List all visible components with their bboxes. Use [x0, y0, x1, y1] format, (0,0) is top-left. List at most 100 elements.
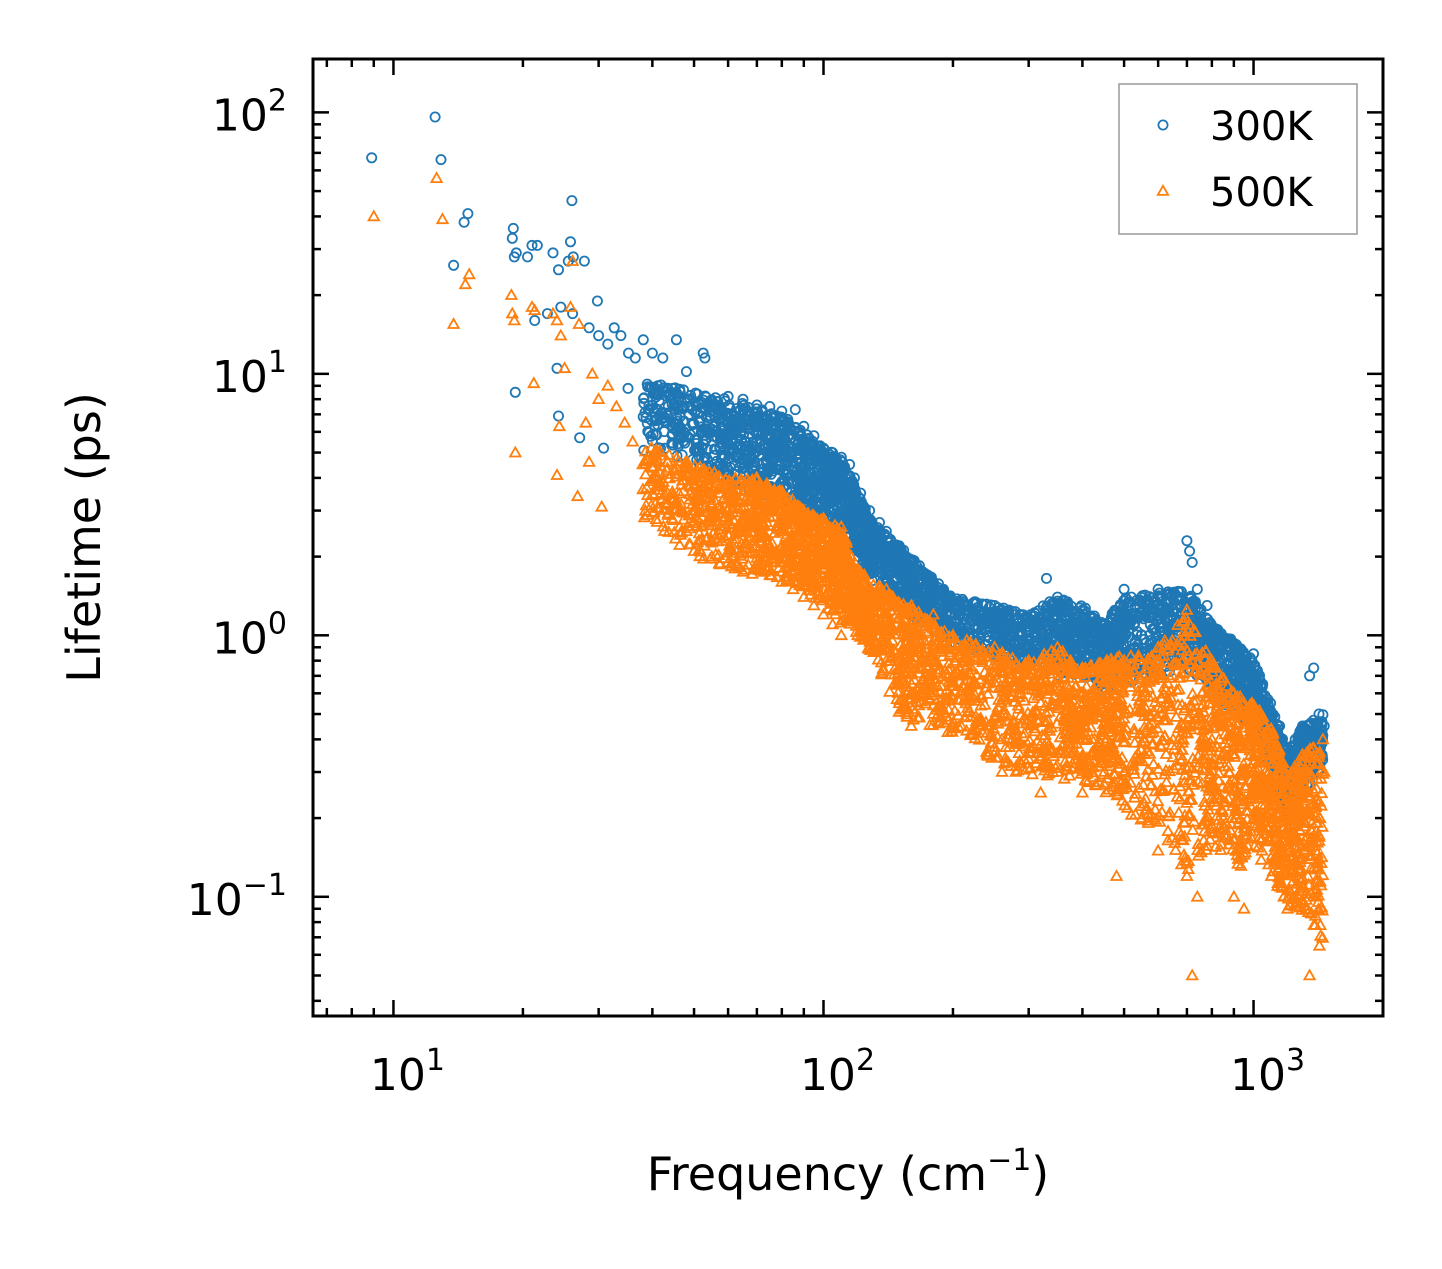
data-point [553, 264, 565, 276]
data-point [1041, 572, 1053, 584]
data-point [462, 208, 474, 220]
data-point [652, 387, 664, 399]
data-point [522, 251, 534, 263]
data-point [662, 400, 674, 412]
data-point [744, 407, 756, 419]
data-point [677, 401, 689, 413]
data-point [688, 425, 700, 437]
data-point [694, 415, 706, 427]
data-point [694, 445, 706, 457]
data-point [762, 429, 774, 441]
data-point [652, 403, 664, 415]
data-point [676, 432, 688, 444]
data-point [787, 456, 799, 468]
data-point [677, 415, 689, 427]
data-point [553, 410, 565, 422]
data-point [629, 352, 641, 364]
data-point [637, 334, 649, 346]
data-point [622, 382, 634, 394]
data-point [710, 425, 722, 437]
data-point [646, 347, 658, 359]
data-point [583, 322, 595, 334]
data-point [639, 406, 651, 418]
data-point [593, 330, 605, 342]
data-point [506, 232, 518, 244]
data-point [779, 433, 791, 445]
data-point [672, 401, 684, 413]
data-point [699, 435, 711, 447]
data-point [664, 386, 676, 398]
data-point [578, 255, 590, 267]
data-point [1191, 583, 1203, 595]
plot-frame [311, 57, 1385, 1018]
data-point [547, 247, 559, 259]
data-point [366, 152, 378, 164]
data-point [608, 322, 620, 334]
data-point [602, 338, 614, 350]
data-point [661, 416, 673, 428]
data-point [733, 420, 745, 432]
data-point [657, 352, 669, 364]
data-point [760, 457, 772, 469]
data-point [647, 428, 659, 440]
data-point [429, 111, 441, 123]
data-point [766, 408, 778, 420]
data-point [598, 442, 610, 454]
data-point [670, 334, 682, 346]
data-point [723, 464, 735, 476]
data-point [724, 402, 736, 414]
data-point [1186, 556, 1198, 568]
data-point [789, 404, 801, 416]
data-point [448, 259, 460, 271]
data-point [672, 538, 687, 550]
data-point [1184, 545, 1196, 557]
data-point [785, 478, 797, 490]
data-point [731, 413, 743, 425]
data-point [1308, 662, 1320, 674]
data-point [800, 436, 812, 448]
data-point [696, 396, 708, 408]
data-point [755, 411, 767, 423]
data-point [799, 434, 811, 446]
data-point [666, 437, 678, 449]
data-point [642, 381, 654, 393]
data-point [783, 421, 795, 433]
scatter-layer [366, 111, 1331, 981]
data-point [640, 412, 652, 424]
data-point [680, 366, 692, 378]
data-point [661, 408, 673, 420]
data-point [801, 469, 813, 481]
data-point [707, 430, 719, 442]
data-point [674, 386, 686, 398]
data-point [779, 422, 791, 434]
data-point [801, 453, 813, 465]
data-point [709, 443, 721, 455]
data-point [778, 439, 790, 451]
data-point [650, 388, 662, 400]
series-500K [367, 171, 1331, 981]
data-point [711, 400, 723, 412]
data-point [509, 386, 521, 398]
data-point [615, 330, 627, 342]
data-point [507, 222, 519, 234]
data-point [1118, 583, 1130, 595]
data-point [698, 394, 710, 406]
data-point [591, 295, 603, 307]
data-point [692, 407, 704, 419]
data-point [728, 418, 740, 430]
data-point [566, 195, 578, 207]
data-point [700, 433, 712, 445]
data-point [735, 449, 747, 461]
data-point [739, 435, 751, 447]
data-point [747, 462, 759, 474]
data-point [574, 432, 586, 444]
data-point [565, 236, 577, 248]
data-point [715, 457, 727, 469]
data-point [741, 405, 753, 417]
data-point [755, 443, 767, 455]
data-point [761, 446, 773, 458]
data-point [731, 403, 743, 415]
data-point [555, 301, 567, 313]
